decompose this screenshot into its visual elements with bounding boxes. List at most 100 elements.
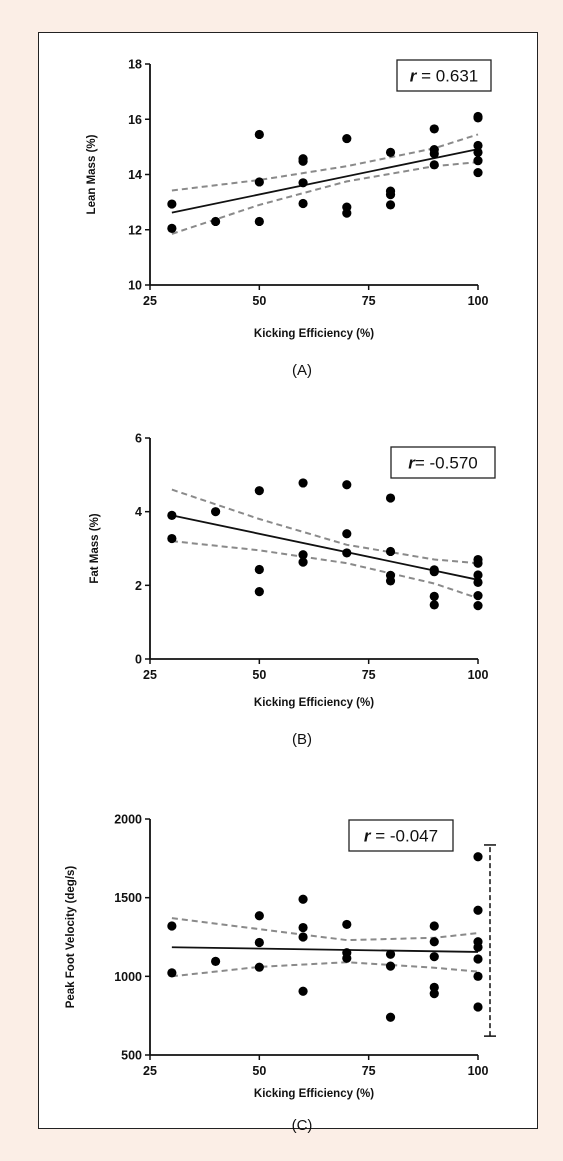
data-point [385,949,396,959]
y-tick-label: 2 [135,579,142,593]
x-axis-label: Kicking Efficiency (%) [254,328,374,340]
data-point [254,564,264,575]
r-annotation-box [396,59,492,92]
ci-lower-curve [171,540,479,600]
x-tick-label: 50 [252,1064,266,1078]
data-point [298,478,308,488]
data-point [298,156,308,166]
data-point [473,167,483,178]
y-axis-label: Peak Foot Velocity (deg/s) [65,866,77,1009]
data-point [167,533,177,544]
figure-frame [38,32,538,1129]
data-point [429,591,439,601]
y-tick-label: 2000 [114,813,142,827]
panel-label: (B) [292,731,312,748]
y-tick-label: 4 [135,505,142,519]
x-tick-label: 100 [468,668,489,682]
data-point [211,216,221,227]
data-point [473,113,483,123]
data-point [298,894,308,904]
data-point [385,1012,396,1022]
regression-line [171,946,479,953]
data-point [254,486,264,496]
data-point [167,510,177,520]
r-annotation-box [390,446,496,479]
data-point [473,600,483,611]
data-point [385,493,396,503]
data-point [473,156,483,166]
r-value: = -0.570 [415,454,478,473]
data-point [429,937,439,947]
data-point [298,198,308,209]
data-point [473,558,483,568]
chart-panel-b: 0 2 4 6 25 50 75 100 Kicking Efficiency (%) Fat M… [89,432,496,748]
data-point [473,140,483,151]
data-point [254,216,264,227]
y-tick-label: 1000 [114,970,142,984]
r-annotation: r= -0.570 [408,454,477,473]
x-tick-label: 100 [468,294,489,308]
y-tick-label: 16 [128,113,142,127]
data-point [473,570,483,580]
data-point [167,968,177,978]
data-point [473,577,483,587]
r-symbol: r [408,454,416,473]
data-point [254,586,264,597]
data-point [298,986,308,996]
r-value: = -0.047 [371,827,439,846]
r-annotation: r = 0.631 [410,67,479,86]
data-point [298,550,308,560]
data-point [473,591,483,601]
regression-line [171,148,479,214]
x-tick-label: 50 [252,294,266,308]
data-point [385,961,396,971]
x-tick-label: 25 [143,1064,157,1078]
data-point [254,129,264,140]
data-point [298,557,308,567]
r-annotation-box [348,819,454,852]
x-tick-label: 75 [362,294,376,308]
data-point [429,567,439,577]
y-tick-label: 12 [128,223,142,237]
regression-line [171,514,479,581]
chart-panel-c: 500 1000 1500 2000 25 50 75 100 Kicking Efficien… [65,813,496,1134]
r-symbol: r [364,827,372,846]
data-point [429,989,439,999]
data-point [298,932,308,942]
data-point [385,576,396,586]
ci-upper-curve [171,133,479,192]
data-point [167,223,177,233]
data-point [342,529,352,539]
y-tick-label: 500 [121,1049,142,1063]
data-point [473,942,483,952]
data-point [342,480,352,490]
y-tick-label: 0 [135,653,142,667]
data-point [429,600,439,610]
y-tick-label: 10 [128,279,142,293]
chart-panel-a: 10 12 14 16 18 25 50 75 100 Kicking Efficiency (%… [86,58,492,379]
panel-label: (C) [292,1117,313,1134]
data-point [211,507,221,517]
data-point [342,133,352,144]
data-point [429,952,439,962]
x-axis-label: Kicking Efficiency (%) [254,697,374,709]
x-tick-label: 75 [362,668,376,682]
r-annotation: r = -0.047 [364,827,438,846]
y-axis-label: Fat Mass (%) [89,513,101,583]
data-point [385,190,396,200]
r-value: = 0.631 [416,67,478,86]
data-point [254,962,264,972]
x-tick-label: 50 [252,668,266,682]
data-point [429,982,439,992]
x-tick-label: 25 [143,294,157,308]
y-tick-label: 14 [128,168,142,182]
data-point [298,178,308,188]
x-axis-label: Kicking Efficiency (%) [254,1088,374,1100]
y-tick-label: 18 [128,58,142,72]
data-point [385,147,396,157]
x-tick-label: 25 [143,668,157,682]
x-tick-label: 75 [362,1064,376,1078]
panel-label: (A) [292,362,312,379]
data-point [167,199,177,209]
